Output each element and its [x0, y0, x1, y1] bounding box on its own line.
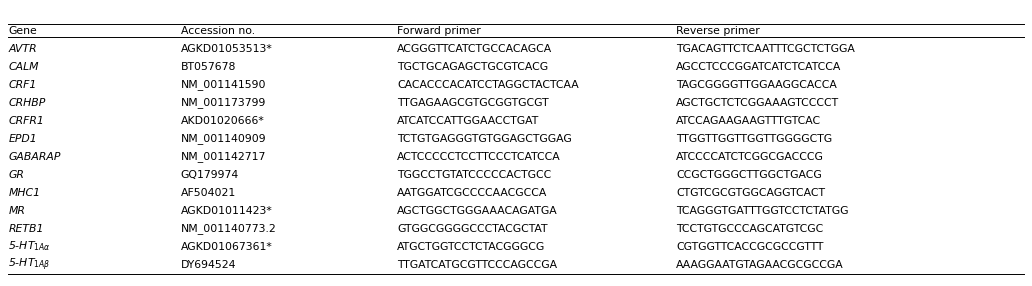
- Text: NM_001173799: NM_001173799: [181, 97, 266, 108]
- Text: DY694524: DY694524: [181, 260, 236, 269]
- Text: Gene: Gene: [8, 26, 37, 36]
- Text: BT057678: BT057678: [181, 61, 236, 72]
- Text: AF504021: AF504021: [181, 188, 236, 198]
- Text: AGKD01067361*: AGKD01067361*: [181, 242, 272, 252]
- Text: AGCTGGCTGGGAAACAGATGA: AGCTGGCTGGGAAACAGATGA: [397, 206, 558, 216]
- Text: GQ179974: GQ179974: [181, 170, 238, 180]
- Text: TCAGGGTGATTTGGTCCTCTATGG: TCAGGGTGATTTGGTCCTCTATGG: [676, 206, 848, 216]
- Text: CGTGGTTCACCGCGCCGTTT: CGTGGTTCACCGCGCCGTTT: [676, 242, 824, 252]
- Text: TGCTGCAGAGCTGCGTCACG: TGCTGCAGAGCTGCGTCACG: [397, 61, 548, 72]
- Text: MR: MR: [8, 206, 25, 216]
- Text: CRFR1: CRFR1: [8, 116, 44, 126]
- Text: RETB1: RETB1: [8, 224, 43, 234]
- Text: 5-$\mathit{HT}_{1A\alpha}$: 5-$\mathit{HT}_{1A\alpha}$: [8, 240, 51, 253]
- Text: ATCCAGAAGAAGTTTGTCAC: ATCCAGAAGAAGTTTGTCAC: [676, 116, 821, 126]
- Text: AGCCTCCCGGATCATCTCATCCA: AGCCTCCCGGATCATCTCATCCA: [676, 61, 841, 72]
- Text: NM_001140773.2: NM_001140773.2: [181, 223, 277, 234]
- Text: TTGAGAAGCGTGCGGTGCGT: TTGAGAAGCGTGCGGTGCGT: [397, 98, 549, 108]
- Text: MHC1: MHC1: [8, 188, 40, 198]
- Text: ATCCCCATCTCGGCGACCCG: ATCCCCATCTCGGCGACCCG: [676, 152, 824, 162]
- Text: AGKD01053513*: AGKD01053513*: [181, 44, 272, 53]
- Text: AGCTGCTCTCGGAAAGTCCCCT: AGCTGCTCTCGGAAAGTCCCCT: [676, 98, 839, 108]
- Text: CCGCTGGGCTTGGCTGACG: CCGCTGGGCTTGGCTGACG: [676, 170, 821, 180]
- Text: ATCATCCATTGGAACCTGAT: ATCATCCATTGGAACCTGAT: [397, 116, 540, 126]
- Text: CTGTCGCGTGGCAGGTCACT: CTGTCGCGTGGCAGGTCACT: [676, 188, 825, 198]
- Text: EPD1: EPD1: [8, 134, 37, 144]
- Text: NM_001140909: NM_001140909: [181, 133, 266, 144]
- Text: ATGCTGGTCCTCTACGGGCG: ATGCTGGTCCTCTACGGGCG: [397, 242, 546, 252]
- Text: TTGGTTGGTTGGTTGGGGCTG: TTGGTTGGTTGGTTGGGGCTG: [676, 134, 832, 144]
- Text: CACACCCACATCCTAGGCTACTCAA: CACACCCACATCCTAGGCTACTCAA: [397, 80, 579, 90]
- Text: 5-$\mathit{HT}_{1A\beta}$: 5-$\mathit{HT}_{1A\beta}$: [8, 256, 51, 273]
- Text: ACGGGTTCATCTGCCACAGCA: ACGGGTTCATCTGCCACAGCA: [397, 44, 552, 53]
- Text: CRF1: CRF1: [8, 80, 36, 90]
- Text: TCTGTGAGGGTGTGGAGCTGGAG: TCTGTGAGGGTGTGGAGCTGGAG: [397, 134, 572, 144]
- Text: NM_001141590: NM_001141590: [181, 79, 266, 90]
- Text: AVTR: AVTR: [8, 44, 37, 53]
- Text: TCCTGTGCCCAGCATGTCGC: TCCTGTGCCCAGCATGTCGC: [676, 224, 824, 234]
- Text: TGGCCTGTATCCCCCACTGCC: TGGCCTGTATCCCCCACTGCC: [397, 170, 551, 180]
- Text: GABARAP: GABARAP: [8, 152, 61, 162]
- Text: GTGGCGGGGCCCTACGCTAT: GTGGCGGGGCCCTACGCTAT: [397, 224, 548, 234]
- Text: ACTCCCCCTCCTTCCCTCATCCA: ACTCCCCCTCCTTCCCTCATCCA: [397, 152, 561, 162]
- Text: GR: GR: [8, 170, 24, 180]
- Text: AKD01020666*: AKD01020666*: [181, 116, 264, 126]
- Text: AAAGGAATGTAGAACGCGCCGA: AAAGGAATGTAGAACGCGCCGA: [676, 260, 844, 269]
- Text: Accession no.: Accession no.: [181, 26, 255, 36]
- Text: AGKD01011423*: AGKD01011423*: [181, 206, 272, 216]
- Text: Reverse primer: Reverse primer: [676, 26, 760, 36]
- Text: Forward primer: Forward primer: [397, 26, 481, 36]
- Text: TTGATCATGCGTTCCCAGCCGA: TTGATCATGCGTTCCCAGCCGA: [397, 260, 557, 269]
- Text: CALM: CALM: [8, 61, 39, 72]
- Text: TGACAGTTCTCAATTTCGCTCTGGA: TGACAGTTCTCAATTTCGCTCTGGA: [676, 44, 854, 53]
- Text: TAGCGGGGTTGGAAGGCACCA: TAGCGGGGTTGGAAGGCACCA: [676, 80, 837, 90]
- Text: NM_001142717: NM_001142717: [181, 151, 266, 162]
- Text: AATGGATCGCCCCAACGCCA: AATGGATCGCCCCAACGCCA: [397, 188, 548, 198]
- Text: CRHBP: CRHBP: [8, 98, 45, 108]
